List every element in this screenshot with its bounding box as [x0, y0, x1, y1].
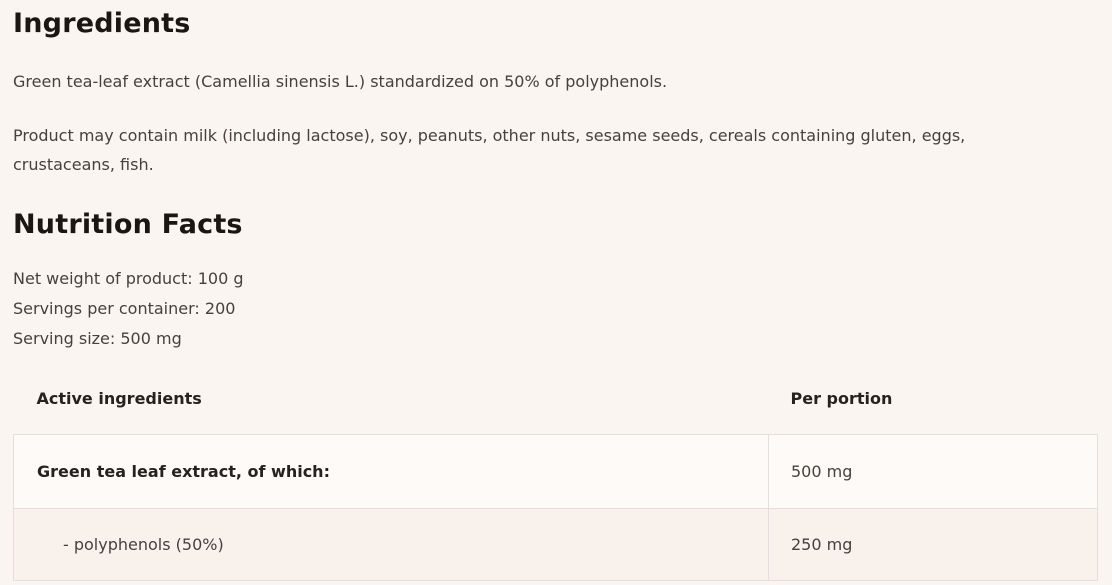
per-portion-value-cell: 500 mg: [768, 434, 1098, 509]
per-portion-value-cell: 250 mg: [768, 508, 1098, 581]
nutrition-facts-heading: Nutrition Facts: [13, 209, 243, 240]
table-row: Green tea leaf extract, of which: 500 mg: [13, 434, 1098, 509]
table-header-row: Active ingredients Per portion: [14, 375, 1098, 435]
active-ingredients-table: Active ingredients Per portion Green tea…: [13, 375, 1098, 581]
serving-size-line: Serving size: 500 mg: [13, 329, 182, 348]
serving-info-block: Net weight of product: 100 g Servings pe…: [13, 264, 1097, 354]
servings-per-container-line: Servings per container: 200: [13, 299, 236, 318]
allergen-notice: Product may contain milk (including lact…: [13, 126, 966, 174]
table-row: - polyphenols (50%) 250 mg: [13, 508, 1098, 581]
ingredients-heading: Ingredients: [13, 8, 191, 39]
ingredients-description: Green tea-leaf extract (Camellia sinensi…: [13, 72, 668, 91]
net-weight-line: Net weight of product: 100 g: [13, 269, 244, 288]
column-header-per-portion: Per portion: [790, 389, 893, 408]
ingredient-name-cell: Green tea leaf extract, of which:: [13, 434, 769, 509]
ingredient-name-cell: - polyphenols (50%): [13, 508, 769, 581]
column-header-active-ingredients: Active ingredients: [36, 389, 202, 408]
